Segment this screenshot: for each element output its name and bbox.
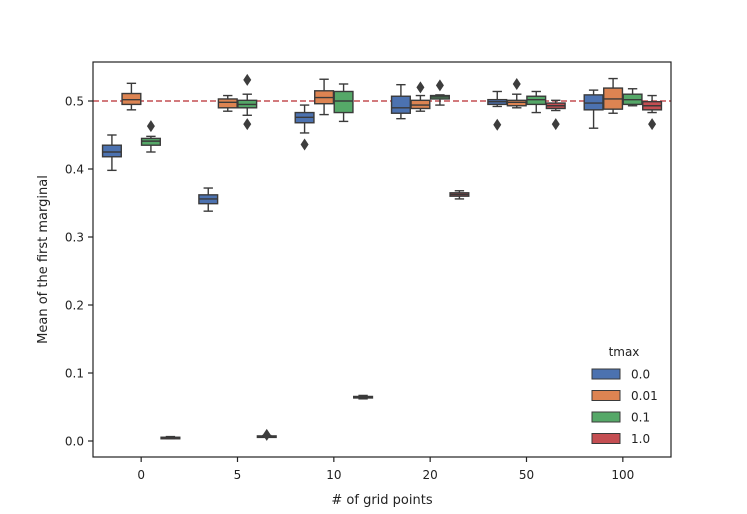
outlier-point [300, 138, 309, 151]
boxes-group [101, 73, 663, 441]
legend-label-0.01: 0.01 [631, 389, 658, 403]
box-body [333, 90, 354, 114]
y-axis-label: Mean of the first marginal [36, 175, 51, 344]
legend-label-0.0: 0.0 [631, 368, 650, 382]
x-axis: 0 5 10 20 50 100 [137, 457, 634, 482]
x-tick-label: 20 [423, 468, 438, 482]
outlier-point [493, 118, 502, 131]
box-0.0-20 [390, 83, 411, 120]
plot-frame [92, 61, 672, 458]
legend-title: tmax [609, 345, 640, 359]
box-0.01-100 [603, 77, 624, 114]
box-0.01-20 [410, 81, 431, 112]
box-0.0-100 [583, 89, 604, 129]
y-tick-label: 0.3 [65, 231, 84, 245]
box-body [390, 95, 411, 114]
box-0.01-5 [217, 94, 238, 112]
y-tick-label: 0.4 [65, 163, 84, 177]
x-axis-label: # of grid points [331, 493, 432, 508]
box-body [217, 98, 238, 109]
box-body [101, 144, 122, 158]
box-1.0-100 [642, 94, 663, 131]
box-0.01-0 [121, 82, 142, 111]
box-0.1-50 [526, 90, 547, 114]
plot-area-background [93, 62, 671, 457]
box-1.0-10 [353, 394, 374, 400]
box-0.01-50 [506, 78, 527, 109]
y-tick-label: 0.2 [65, 299, 84, 313]
x-tick-label: 10 [326, 468, 341, 482]
y-axis: 0.0 0.1 0.2 0.3 0.4 0.5 [65, 95, 93, 449]
outlier-point [262, 428, 271, 441]
outlier-point [648, 118, 657, 131]
box-0.1-100 [622, 88, 643, 107]
outlier-point [551, 118, 560, 131]
x-tick-label: 50 [519, 468, 534, 482]
box-1.0-5 [256, 428, 277, 441]
legend-swatch-0.1 [591, 411, 621, 423]
outlier-point [243, 73, 252, 86]
box-1.0-20 [449, 190, 470, 200]
box-1.0-50 [545, 99, 566, 131]
outlier-point [416, 81, 425, 94]
box-1.0-0 [160, 435, 181, 440]
box-0.1-20 [429, 79, 450, 106]
box-0.1-5 [237, 73, 258, 131]
box-0.1-10 [333, 83, 354, 123]
x-tick-label: 100 [611, 468, 634, 482]
box-0.0-5 [198, 187, 219, 212]
outlier-point [146, 120, 155, 133]
outlier-point [243, 118, 252, 131]
y-tick-label: 0.1 [65, 367, 84, 381]
legend-label-1.0: 1.0 [631, 432, 650, 446]
outlier-point [435, 79, 444, 92]
legend-swatch-0.01 [591, 390, 621, 401]
legend: tmax 0.0 0.01 0.1 1.0 [591, 345, 658, 446]
x-tick-label: 0 [137, 468, 145, 482]
box-0.01-10 [314, 78, 335, 116]
box-0.0-50 [487, 90, 508, 131]
box-0.0-10 [294, 104, 315, 151]
outlier-point [512, 78, 521, 90]
legend-swatch-1.0 [591, 433, 621, 444]
x-tick-label: 5 [234, 468, 242, 482]
box-0.0-0 [101, 134, 122, 172]
legend-swatch-0.0 [591, 368, 621, 380]
y-tick-label: 0.0 [65, 435, 84, 449]
legend-label-0.1: 0.1 [631, 411, 650, 425]
box-0.1-0 [140, 120, 161, 153]
y-tick-label: 0.5 [65, 95, 84, 109]
